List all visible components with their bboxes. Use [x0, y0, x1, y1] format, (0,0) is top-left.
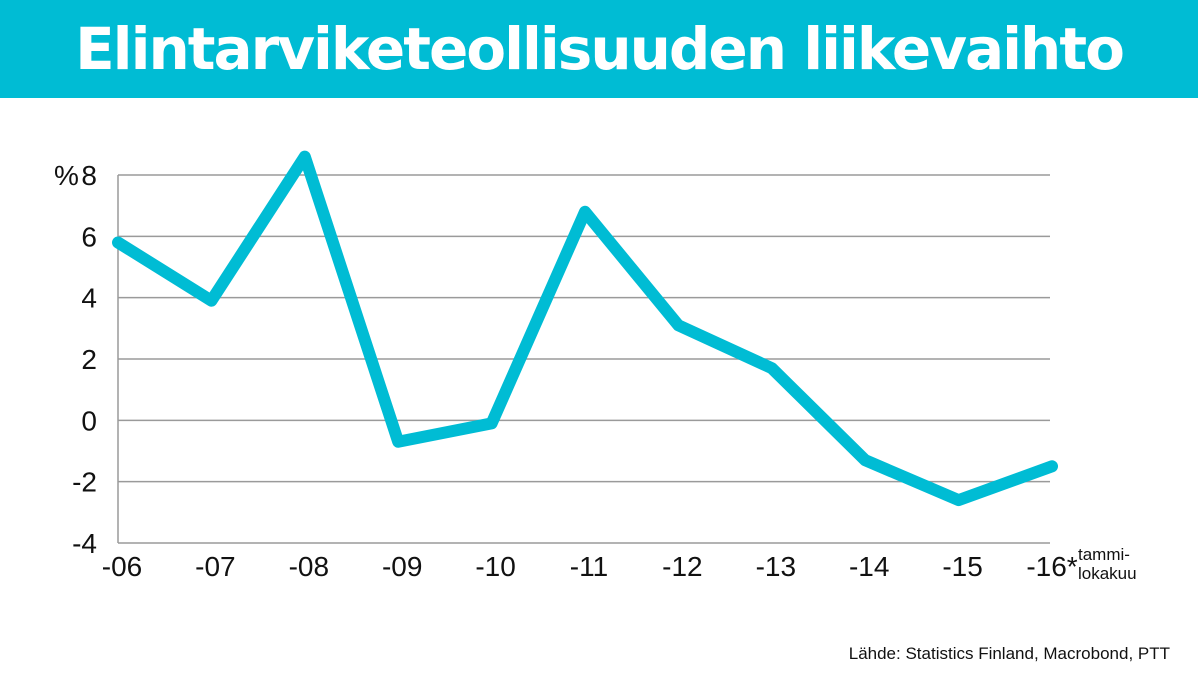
chart-title: Elintarviketeollisuuden liikevaihto — [75, 15, 1125, 83]
title-bar: Elintarviketeollisuuden liikevaihto — [0, 0, 1198, 98]
series-layer — [112, 150, 1058, 507]
x-tick-label: -15 — [942, 551, 982, 582]
y-axis-ticks: 8 6 4 2 0 -2 -4 — [72, 160, 97, 559]
last-category-note-line-1: tammi- — [1078, 545, 1130, 564]
y-tick-label: 4 — [81, 283, 97, 314]
x-tick-label: -07 — [195, 551, 235, 582]
x-tick-label: -06 — [102, 551, 142, 582]
y-tick-label: -4 — [72, 528, 97, 559]
y-tick-label: 2 — [81, 344, 97, 375]
series-line — [112, 150, 1058, 507]
x-axis-ticks: -06 -07 -08 -09 -10 -11 -12 -13 -14 -15 -16* — [102, 551, 1078, 582]
x-tick-label: -16* — [1026, 551, 1077, 582]
gridlines — [117, 174, 1050, 544]
y-tick-label: -2 — [72, 467, 97, 498]
y-tick-label: 6 — [81, 221, 97, 252]
x-tick-label: -11 — [570, 551, 608, 582]
y-tick-label: 0 — [81, 405, 97, 436]
x-tick-label: -09 — [382, 551, 422, 582]
x-tick-label: -12 — [662, 551, 702, 582]
last-category-note-line-2: lokakuu — [1078, 564, 1137, 583]
source-note: Lähde: Statistics Finland, Macrobond, PT… — [848, 644, 1170, 663]
x-tick-label: -10 — [475, 551, 515, 582]
y-tick-label: 8 — [81, 160, 97, 191]
x-tick-label: -13 — [756, 551, 796, 582]
y-axis-unit-label: % — [54, 160, 79, 191]
x-tick-label: -14 — [849, 551, 889, 582]
x-tick-label: -08 — [289, 551, 329, 582]
